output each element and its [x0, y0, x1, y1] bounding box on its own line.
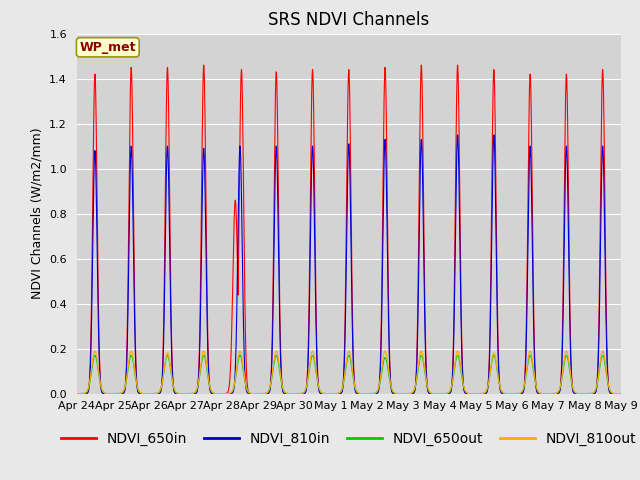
Legend: NDVI_650in, NDVI_810in, NDVI_650out, NDVI_810out: NDVI_650in, NDVI_810in, NDVI_650out, NDV… [56, 426, 640, 452]
Title: SRS NDVI Channels: SRS NDVI Channels [268, 11, 429, 29]
Text: WP_met: WP_met [79, 41, 136, 54]
Y-axis label: NDVI Channels (W/m2/mm): NDVI Channels (W/m2/mm) [31, 128, 44, 300]
